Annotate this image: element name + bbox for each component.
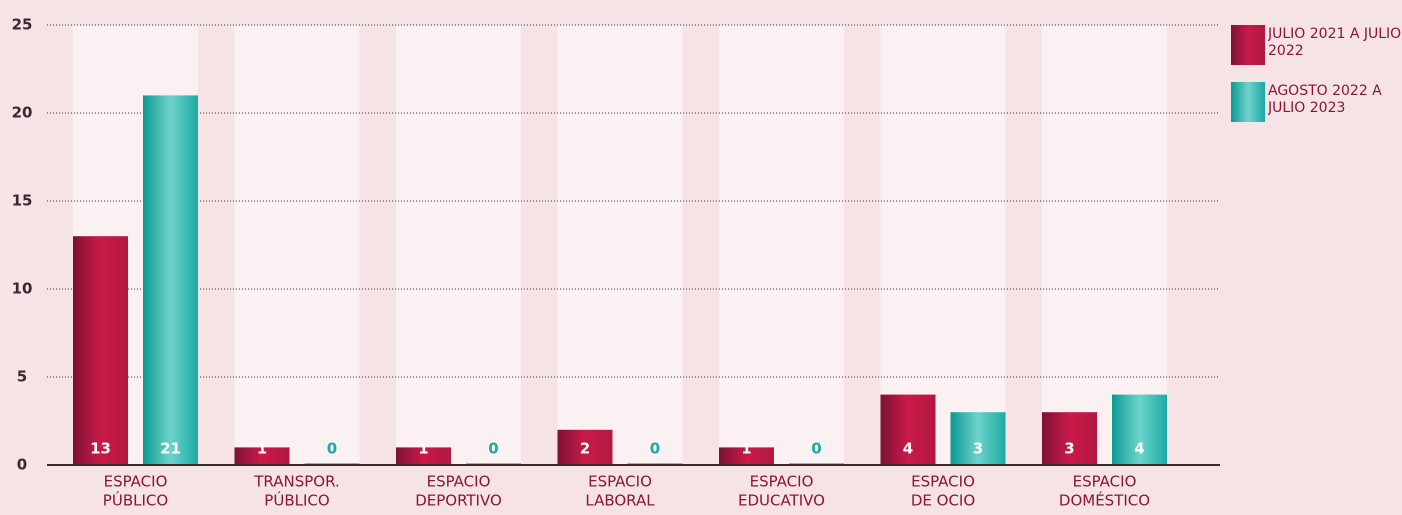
value-label: 0 bbox=[650, 440, 660, 458]
bar bbox=[234, 447, 290, 465]
bar bbox=[143, 95, 198, 466]
value-label: 1 bbox=[257, 440, 267, 458]
x-tick-label: ESPACIO bbox=[104, 473, 168, 491]
bar bbox=[880, 394, 936, 465]
group-band bbox=[880, 25, 1006, 465]
group-band bbox=[557, 25, 683, 465]
value-label: 21 bbox=[160, 440, 181, 458]
legend-swatch bbox=[1231, 25, 1265, 65]
x-tick-label: DOMÉSTICO bbox=[1059, 491, 1150, 510]
x-tick-label: ESPACIO bbox=[911, 473, 975, 491]
x-tick-label: PÚBLICO bbox=[103, 491, 168, 510]
x-tick-label: PÚBLICO bbox=[264, 491, 329, 510]
x-tick-label: DE OCIO bbox=[911, 492, 975, 510]
bar bbox=[1042, 412, 1097, 465]
value-label: 0 bbox=[488, 440, 498, 458]
group-band bbox=[719, 25, 844, 465]
legend-item: JULIO 2021 A JULIO 2022 bbox=[1268, 26, 1402, 59]
x-tick-label: ESPACIO bbox=[750, 473, 814, 491]
value-label: 1 bbox=[741, 440, 751, 458]
value-label: 3 bbox=[973, 440, 983, 458]
value-label: 2 bbox=[580, 440, 590, 458]
bar bbox=[396, 447, 451, 465]
x-tick-label: EDUCATIVO bbox=[738, 492, 825, 510]
legend-label: AGOSTO 2022 A JULIO 2023 bbox=[1268, 83, 1382, 116]
x-tick-label: TRANSPOR. bbox=[253, 473, 340, 491]
bar bbox=[557, 429, 613, 465]
group-band bbox=[396, 25, 521, 465]
value-label: 13 bbox=[90, 440, 111, 458]
group-band bbox=[234, 25, 360, 465]
y-tick-label: 20 bbox=[12, 104, 33, 122]
y-tick-label: 0 bbox=[17, 456, 27, 474]
value-label: 4 bbox=[1134, 440, 1144, 458]
bar bbox=[719, 447, 774, 465]
y-tick-label: 5 bbox=[17, 368, 27, 386]
x-tick-label: ESPACIO bbox=[1073, 473, 1137, 491]
legend-label: JULIO 2021 A JULIO 2022 bbox=[1268, 26, 1402, 59]
value-label: 1 bbox=[418, 440, 428, 458]
x-tick-label: ESPACIO bbox=[588, 473, 652, 491]
x-tick-label: DEPORTIVO bbox=[415, 492, 502, 510]
bar bbox=[950, 412, 1006, 465]
value-label: 0 bbox=[327, 440, 337, 458]
value-label: 0 bbox=[811, 440, 821, 458]
x-tick-label: LABORAL bbox=[585, 492, 655, 510]
x-tick-label: ESPACIO bbox=[427, 473, 491, 491]
value-label: 4 bbox=[903, 440, 913, 458]
y-tick-label: 10 bbox=[12, 280, 33, 298]
value-label: 3 bbox=[1064, 440, 1074, 458]
bar bbox=[73, 236, 128, 465]
y-tick-label: 25 bbox=[12, 16, 33, 34]
y-tick-label: 15 bbox=[12, 192, 33, 210]
bar bbox=[1112, 394, 1167, 465]
group-band bbox=[1042, 25, 1167, 465]
legend-item: AGOSTO 2022 A JULIO 2023 bbox=[1268, 83, 1382, 116]
legend-swatch bbox=[1231, 82, 1265, 122]
